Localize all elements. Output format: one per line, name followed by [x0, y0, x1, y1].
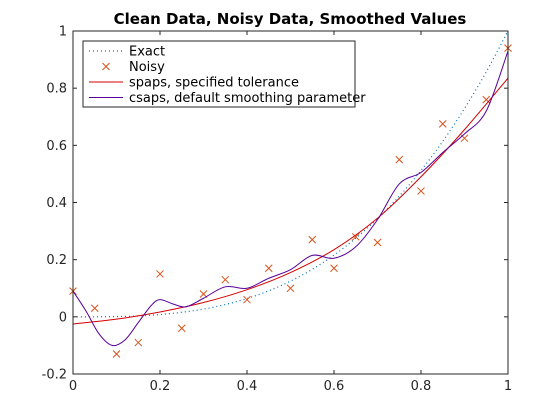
series-3 — [72, 50, 509, 347]
y-tick-label: 0.4 — [46, 196, 67, 211]
noisy-point-marker — [221, 275, 230, 284]
series-line-0 — [72, 30, 509, 318]
series-line-2 — [72, 77, 509, 325]
noisy-point-marker — [264, 264, 273, 273]
noisy-point-marker — [286, 284, 295, 293]
legend-label: Exact — [129, 45, 165, 60]
noisy-point-marker — [199, 290, 208, 298]
chart-title: Clean Data, Noisy Data, Smoothed Values — [114, 10, 467, 28]
x-tick-label: 1 — [504, 379, 512, 394]
legend-box — [82, 40, 356, 108]
y-tick-label: -0.2 — [42, 368, 67, 383]
x-tick-label: 0.4 — [237, 379, 258, 394]
noisy-point-marker — [417, 187, 425, 195]
noisy-point-marker — [330, 264, 338, 273]
noisy-point-marker — [395, 155, 404, 164]
legend-label: Noisy — [129, 60, 165, 75]
noisy-point-marker — [243, 295, 251, 304]
series-line-3 — [72, 50, 509, 347]
y-tick-label: 0.2 — [46, 253, 67, 268]
x-tick-label: 0 — [69, 379, 77, 394]
noisy-point-marker — [90, 304, 99, 313]
noisy-point-marker — [351, 232, 360, 241]
series-0 — [72, 30, 509, 318]
y-tick-label: 0.6 — [46, 139, 67, 154]
noisy-point-marker — [438, 120, 447, 128]
x-tick-label: 0.2 — [150, 379, 171, 394]
x-tick-label: 0.8 — [411, 379, 432, 394]
noisy-point-marker — [373, 238, 382, 247]
axis-ticks: 0 0.2 0.4 0.6 0.8 1-0.200.20.40.60.81 — [42, 25, 513, 395]
y-tick-label: 1 — [59, 25, 67, 40]
noisy-point-marker — [156, 270, 164, 278]
legend-label: csaps, default smoothing parameter — [129, 91, 366, 106]
legend-marker-icon — [102, 62, 110, 71]
series-1 — [69, 44, 512, 358]
legend-label: spaps, specified tolerance — [129, 76, 299, 91]
noisy-point-marker — [112, 350, 121, 358]
noisy-point-marker — [177, 324, 186, 333]
plot-area — [69, 30, 512, 358]
x-tick-label: 0.6 — [324, 379, 345, 394]
series-2 — [72, 77, 509, 325]
noisy-point-marker — [308, 235, 317, 244]
noisy-point-marker — [134, 338, 143, 347]
y-tick-label: 0 — [59, 310, 67, 325]
y-tick-label: 0.8 — [46, 82, 67, 97]
